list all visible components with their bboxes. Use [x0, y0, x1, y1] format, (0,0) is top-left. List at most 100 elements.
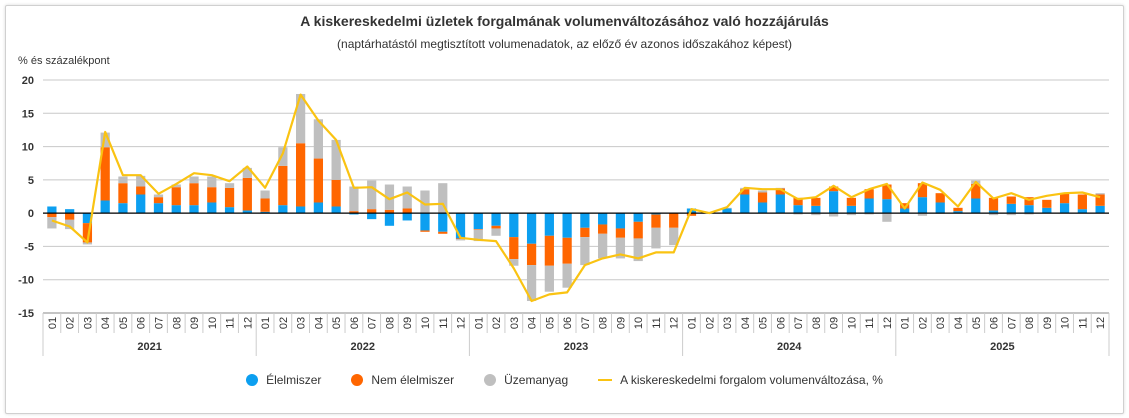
- bar-fuel[interactable]: [189, 176, 199, 184]
- bar-fuel[interactable]: [651, 227, 661, 249]
- bar-nonfood[interactable]: [118, 183, 128, 204]
- bar-food[interactable]: [988, 210, 999, 214]
- bar-nonfood[interactable]: [384, 209, 395, 214]
- bar-food[interactable]: [260, 211, 270, 214]
- bar-nonfood[interactable]: [1006, 196, 1016, 204]
- bar-food[interactable]: [1042, 207, 1052, 214]
- legend-item-nonfood[interactable]: Nem élelmiszer: [351, 373, 454, 387]
- bar-food[interactable]: [295, 206, 306, 214]
- line-total[interactable]: [51, 93, 1101, 303]
- bar-nonfood[interactable]: [580, 227, 590, 238]
- bar-food[interactable]: [900, 208, 910, 214]
- bar-nonfood[interactable]: [509, 237, 519, 260]
- bar-nonfood[interactable]: [153, 197, 164, 204]
- bar-nonfood[interactable]: [793, 197, 803, 206]
- bar-food[interactable]: [509, 213, 519, 238]
- bar-fuel[interactable]: [455, 239, 466, 241]
- bar-nonfood[interactable]: [544, 235, 554, 266]
- bar-nonfood[interactable]: [935, 193, 945, 203]
- bar-food[interactable]: [278, 205, 288, 214]
- bar-fuel[interactable]: [295, 93, 306, 144]
- bar-food[interactable]: [1077, 209, 1087, 214]
- bar-food[interactable]: [633, 213, 643, 222]
- bar-fuel[interactable]: [882, 213, 892, 222]
- bar-fuel[interactable]: [384, 184, 395, 210]
- bar-food[interactable]: [811, 205, 821, 214]
- bar-food[interactable]: [917, 197, 928, 214]
- bar-food[interactable]: [615, 213, 626, 229]
- bar-food[interactable]: [100, 200, 110, 214]
- bar-food[interactable]: [455, 213, 466, 239]
- bar-nonfood[interactable]: [47, 213, 57, 218]
- bar-food[interactable]: [775, 194, 785, 214]
- bar-fuel[interactable]: [509, 259, 519, 266]
- bar-food[interactable]: [153, 203, 164, 214]
- bar-nonfood[interactable]: [65, 213, 75, 220]
- bar-nonfood[interactable]: [189, 183, 199, 206]
- bar-nonfood[interactable]: [669, 213, 679, 228]
- bar-fuel[interactable]: [828, 213, 839, 217]
- bar-food[interactable]: [580, 213, 590, 228]
- bar-nonfood[interactable]: [846, 197, 857, 206]
- bar-fuel[interactable]: [100, 132, 110, 148]
- bar-food[interactable]: [47, 206, 57, 214]
- bar-nonfood[interactable]: [953, 207, 963, 212]
- bar-nonfood[interactable]: [971, 183, 981, 199]
- bar-nonfood[interactable]: [864, 189, 874, 199]
- bar-nonfood[interactable]: [473, 229, 483, 230]
- bar-food[interactable]: [136, 194, 146, 214]
- bar-nonfood[interactable]: [686, 213, 697, 216]
- bar-nonfood[interactable]: [917, 183, 928, 198]
- bar-fuel[interactable]: [224, 183, 235, 188]
- bar-fuel[interactable]: [242, 167, 252, 178]
- bar-fuel[interactable]: [793, 213, 803, 215]
- bar-fuel[interactable]: [207, 176, 217, 188]
- bar-food[interactable]: [242, 210, 252, 214]
- bar-food[interactable]: [65, 209, 75, 214]
- bar-food[interactable]: [651, 213, 661, 215]
- bar-nonfood[interactable]: [82, 223, 93, 243]
- bar-food[interactable]: [224, 207, 235, 214]
- bar-food[interactable]: [384, 213, 395, 226]
- legend-item-fuel[interactable]: Üzemanyag: [484, 373, 568, 387]
- bar-nonfood[interactable]: [740, 189, 750, 195]
- bar-fuel[interactable]: [988, 213, 999, 216]
- bar-nonfood[interactable]: [598, 224, 608, 234]
- bar-fuel[interactable]: [367, 180, 377, 210]
- bar-food[interactable]: [544, 213, 554, 236]
- bar-nonfood[interactable]: [100, 147, 110, 201]
- bar-fuel[interactable]: [278, 147, 288, 166]
- bar-nonfood[interactable]: [438, 231, 448, 234]
- bar-nonfood[interactable]: [295, 143, 306, 207]
- bar-nonfood[interactable]: [349, 211, 359, 214]
- bar-fuel[interactable]: [615, 237, 626, 259]
- bar-fuel[interactable]: [917, 213, 928, 216]
- bar-fuel[interactable]: [580, 237, 590, 266]
- bar-nonfood[interactable]: [526, 243, 537, 266]
- bar-fuel[interactable]: [1095, 193, 1105, 195]
- bar-food[interactable]: [1006, 203, 1016, 214]
- bar-fuel[interactable]: [811, 213, 821, 216]
- bar-fuel[interactable]: [669, 227, 679, 246]
- bar-nonfood[interactable]: [420, 230, 430, 232]
- bar-fuel[interactable]: [118, 176, 128, 184]
- bar-fuel[interactable]: [402, 186, 412, 209]
- bar-food[interactable]: [82, 213, 93, 224]
- bar-food[interactable]: [828, 191, 839, 214]
- bar-fuel[interactable]: [438, 183, 448, 214]
- bar-food[interactable]: [207, 202, 217, 214]
- bar-fuel[interactable]: [544, 265, 554, 292]
- bar-nonfood[interactable]: [171, 187, 181, 206]
- bar-fuel[interactable]: [1006, 213, 1016, 216]
- bar-fuel[interactable]: [491, 228, 501, 236]
- bar-food[interactable]: [473, 213, 483, 230]
- bar-fuel[interactable]: [562, 263, 572, 288]
- bar-fuel[interactable]: [349, 186, 359, 212]
- bar-fuel[interactable]: [633, 238, 643, 262]
- bar-nonfood[interactable]: [1095, 194, 1105, 206]
- bar-food[interactable]: [491, 213, 501, 226]
- bar-nonfood[interactable]: [278, 165, 288, 206]
- legend-item-total[interactable]: A kiskereskedelmi forgalom volumenváltoz…: [598, 373, 883, 387]
- bar-food[interactable]: [331, 206, 341, 214]
- bar-fuel[interactable]: [526, 265, 537, 302]
